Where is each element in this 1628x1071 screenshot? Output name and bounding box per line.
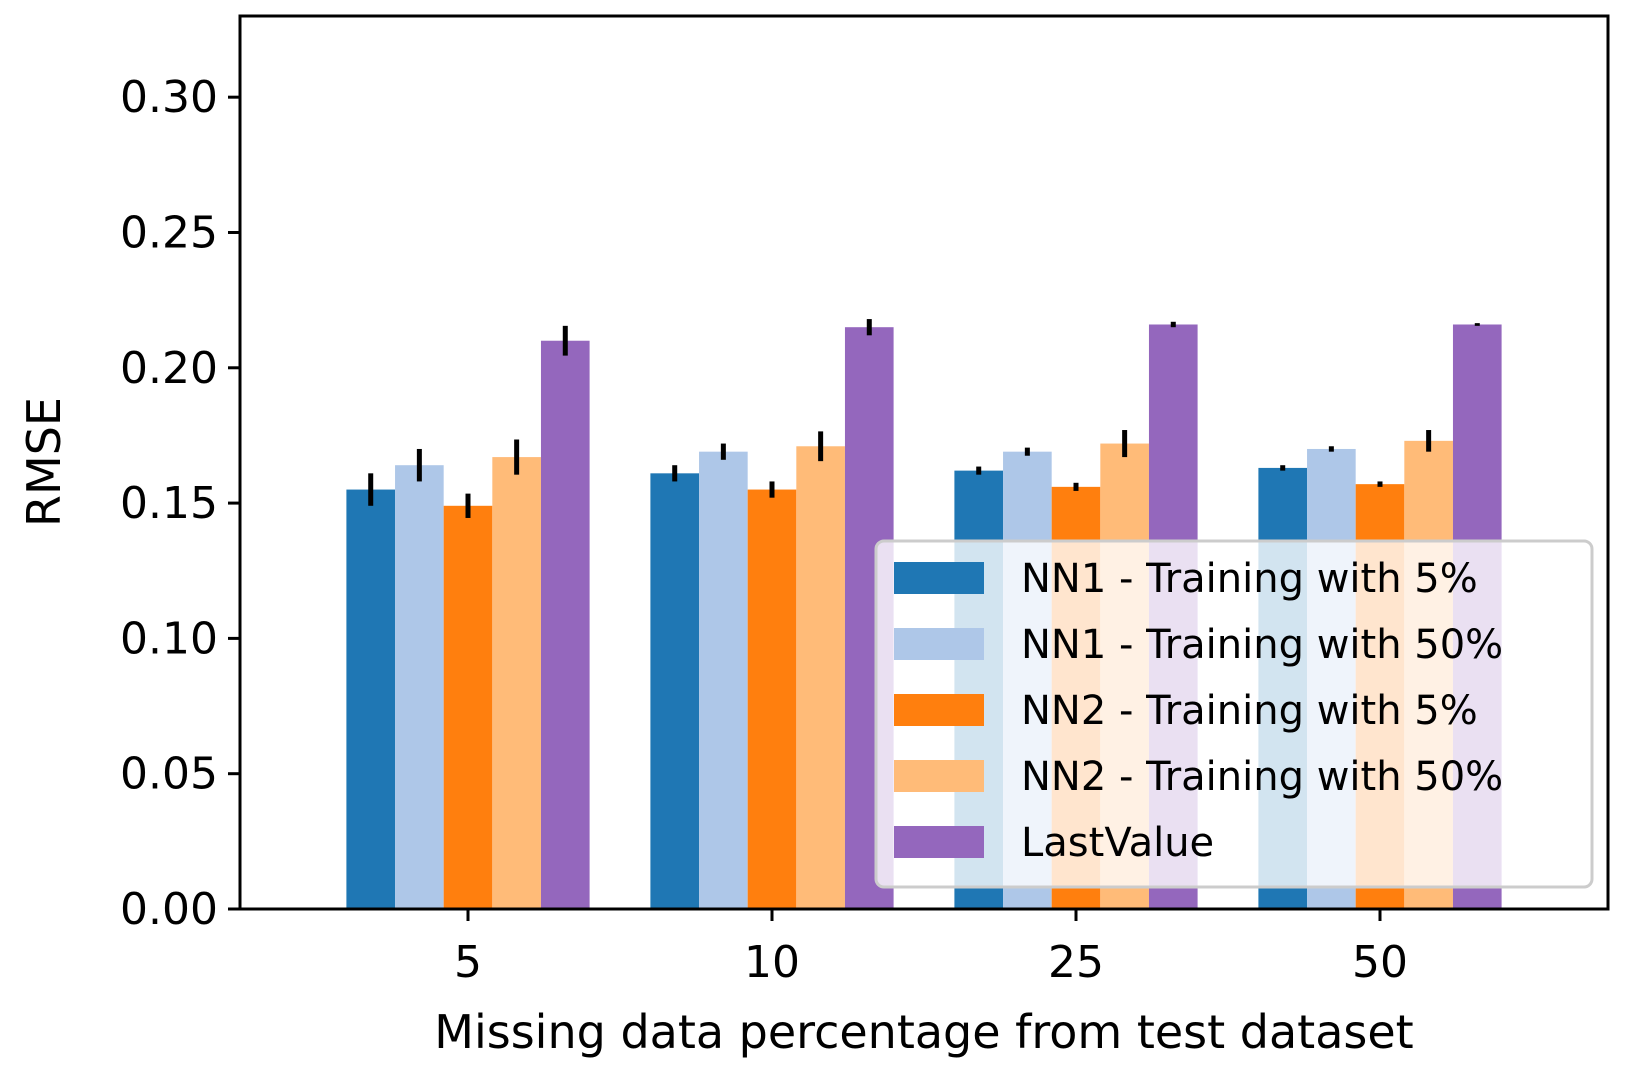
bar (650, 473, 700, 909)
y-tick-label: 0.00 (120, 884, 218, 935)
x-tick-label: 50 (1352, 937, 1408, 988)
legend-swatch (894, 760, 984, 792)
bar (395, 465, 444, 909)
error-bars-layer (368, 319, 1480, 518)
y-tick-label: 0.10 (120, 613, 218, 664)
y-tick-label: 0.30 (120, 72, 218, 123)
y-tick-label: 0.05 (120, 749, 218, 800)
legend-swatch (894, 826, 984, 858)
legend-label: NN1 - Training with 5% (1021, 556, 1478, 602)
bar (540, 340, 590, 909)
legend-swatch (894, 562, 984, 594)
x-tick-label: 5 (454, 937, 482, 988)
bar (699, 451, 748, 909)
legend-label: LastValue (1021, 820, 1214, 866)
bar (796, 446, 845, 909)
x-axis-title: Missing data percentage from test datase… (434, 1005, 1413, 1059)
y-axis-title: RMSE (17, 397, 71, 527)
x-tick-label: 25 (1048, 937, 1104, 988)
bar (346, 489, 396, 909)
x-tick-label: 10 (744, 937, 800, 988)
x-axis: 5 10 25 50 (454, 909, 1408, 988)
y-tick-label: 0.15 (120, 478, 218, 529)
legend-label: NN2 - Training with 50% (1021, 754, 1503, 800)
y-tick-label: 0.20 (120, 343, 218, 394)
legend-label: NN2 - Training with 5% (1021, 688, 1478, 734)
legend: NN1 - Training with 5% NN1 - Training wit… (874, 539, 1594, 889)
bar (443, 505, 493, 909)
legend-swatch (894, 628, 984, 660)
bar (747, 489, 797, 909)
y-tick-label: 0.25 (120, 207, 218, 258)
bar (492, 457, 541, 909)
plot-frame (238, 14, 1610, 911)
legend-label: NN1 - Training with 50% (1021, 622, 1503, 668)
legend-box (874, 539, 1594, 889)
legend-swatch (894, 694, 984, 726)
y-axis: 0.00 0.05 0.10 0.15 0.20 0.25 0.30 (120, 72, 240, 935)
